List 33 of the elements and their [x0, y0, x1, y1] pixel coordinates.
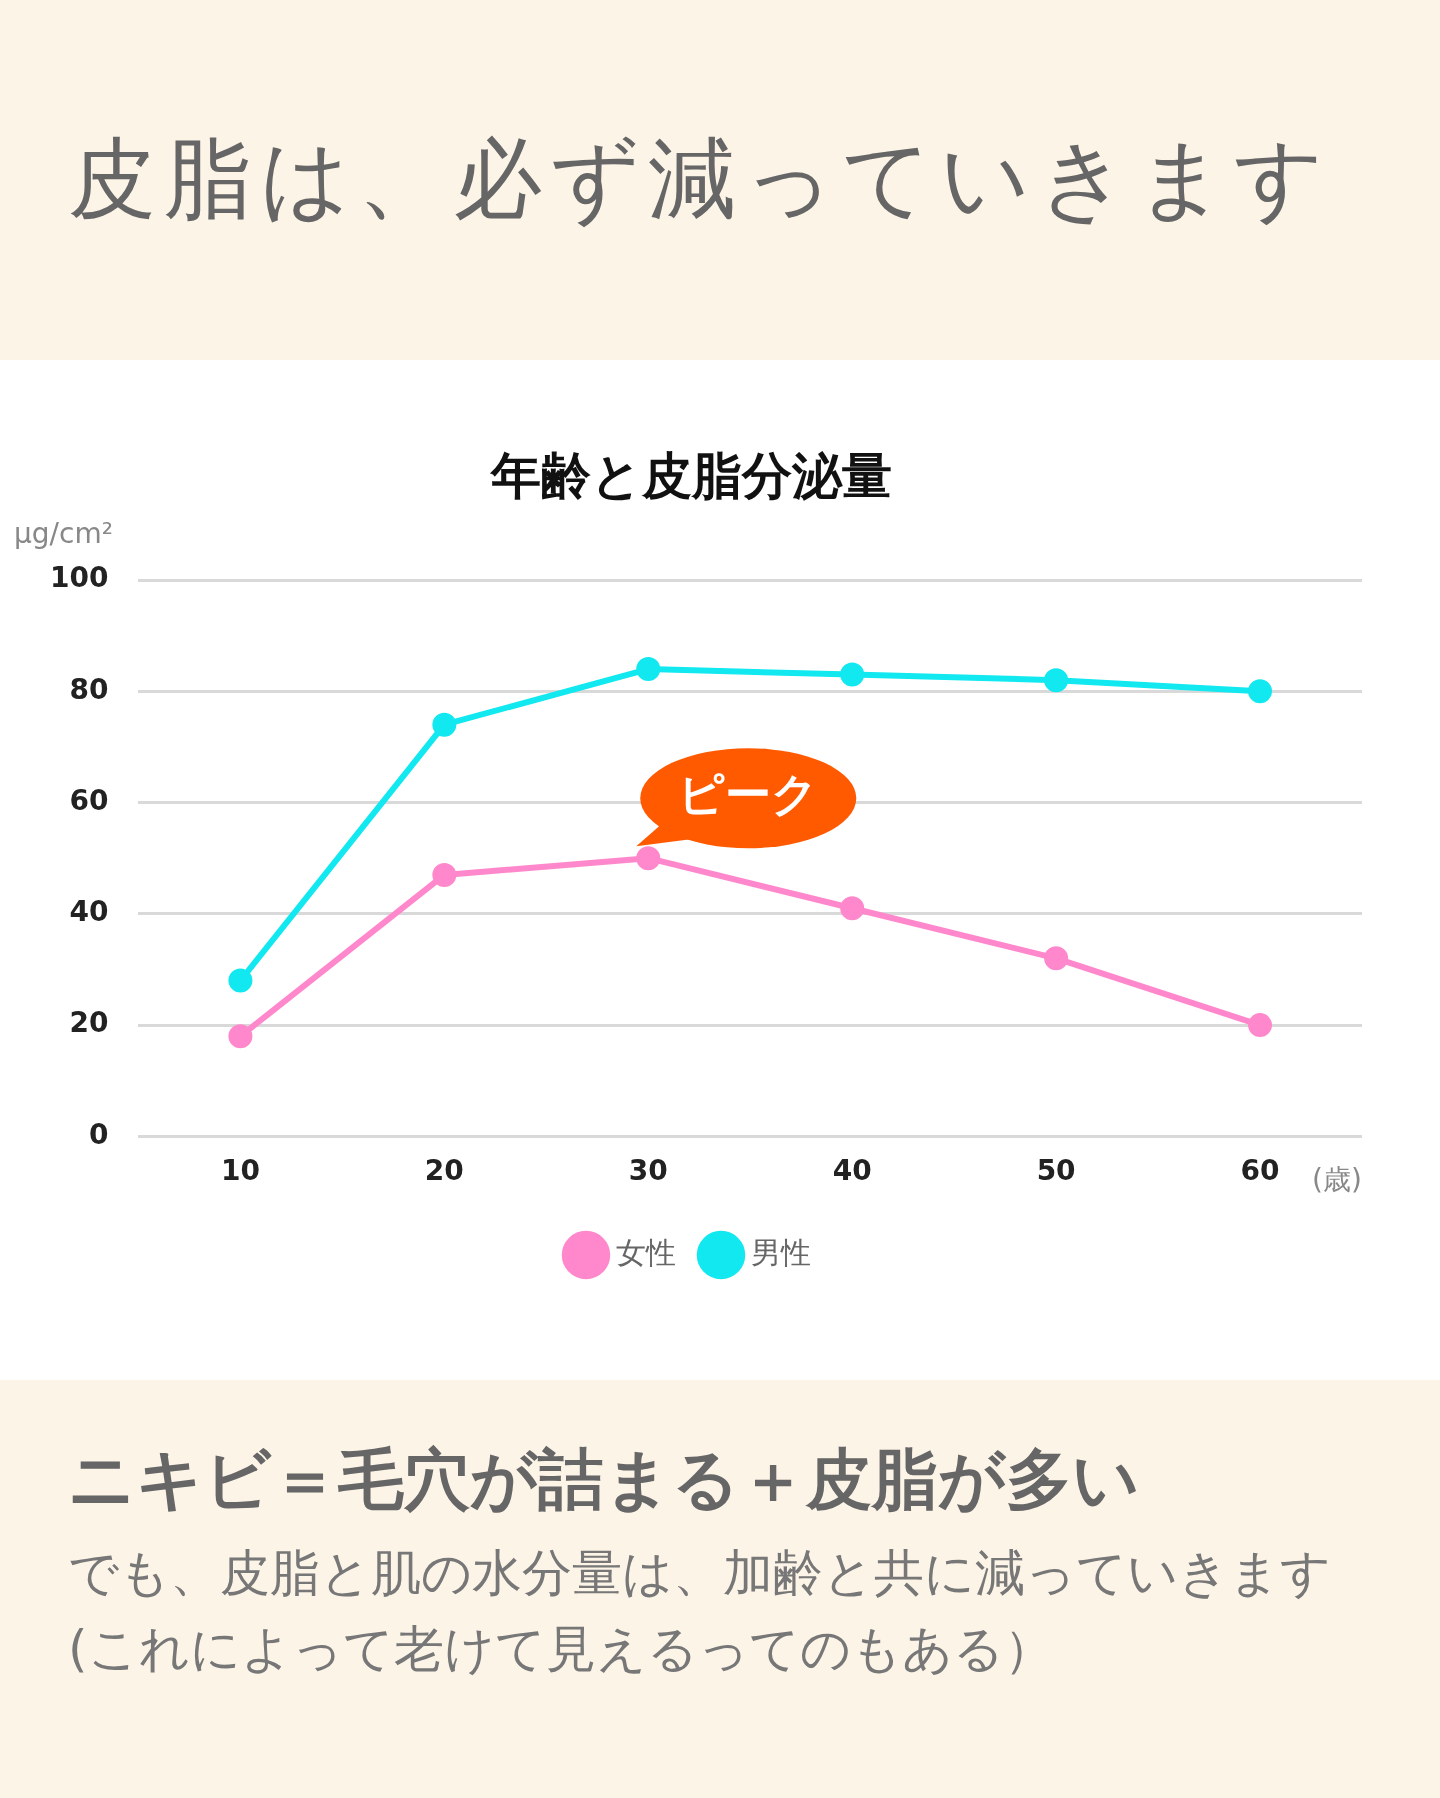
point [228, 968, 253, 993]
y-tick-label: 100 [49, 561, 109, 595]
point [1248, 679, 1273, 704]
point [1044, 668, 1069, 693]
point [840, 662, 865, 687]
legend-label: 男性 [751, 1234, 811, 1270]
point [1248, 1013, 1273, 1038]
x-axis-title: (歳) [1312, 1163, 1362, 1197]
x-tick-label: 20 [424, 1154, 464, 1188]
point [432, 712, 457, 737]
y-axis-title: μg/cm² [14, 517, 113, 551]
y-tick-label: 80 [69, 672, 109, 706]
y-tick-label: 60 [69, 783, 109, 817]
point [228, 1024, 253, 1049]
text: ニキビ＝毛穴が詰まる＋皮脂が多い [68, 1440, 1141, 1520]
y-tick-label: 40 [69, 895, 109, 929]
x-tick-label: 60 [1240, 1154, 1280, 1188]
x-tick-label: 50 [1036, 1154, 1076, 1188]
x-tick-label: 10 [220, 1154, 260, 1188]
y-tick-label: 20 [69, 1006, 109, 1040]
point [432, 862, 457, 887]
x-tick-label: 40 [832, 1154, 872, 1188]
annotation: ピーク [678, 767, 819, 822]
point [636, 846, 661, 871]
y-tick-label: 0 [88, 1117, 109, 1151]
x-tick-label: 30 [628, 1154, 668, 1188]
chart-title: 年齢と皮脂分泌量 [488, 446, 892, 505]
point [636, 657, 661, 682]
text: でも、皮脂と肌の水分量は、加齢と共に減っていきます(これによって老けて見えるってのもある） [68, 1543, 1332, 1680]
point [840, 896, 865, 921]
legend-label: 女性 [616, 1234, 676, 1270]
text: 皮脂は、必ず減っていきます [68, 126, 1333, 232]
point [1044, 946, 1069, 971]
